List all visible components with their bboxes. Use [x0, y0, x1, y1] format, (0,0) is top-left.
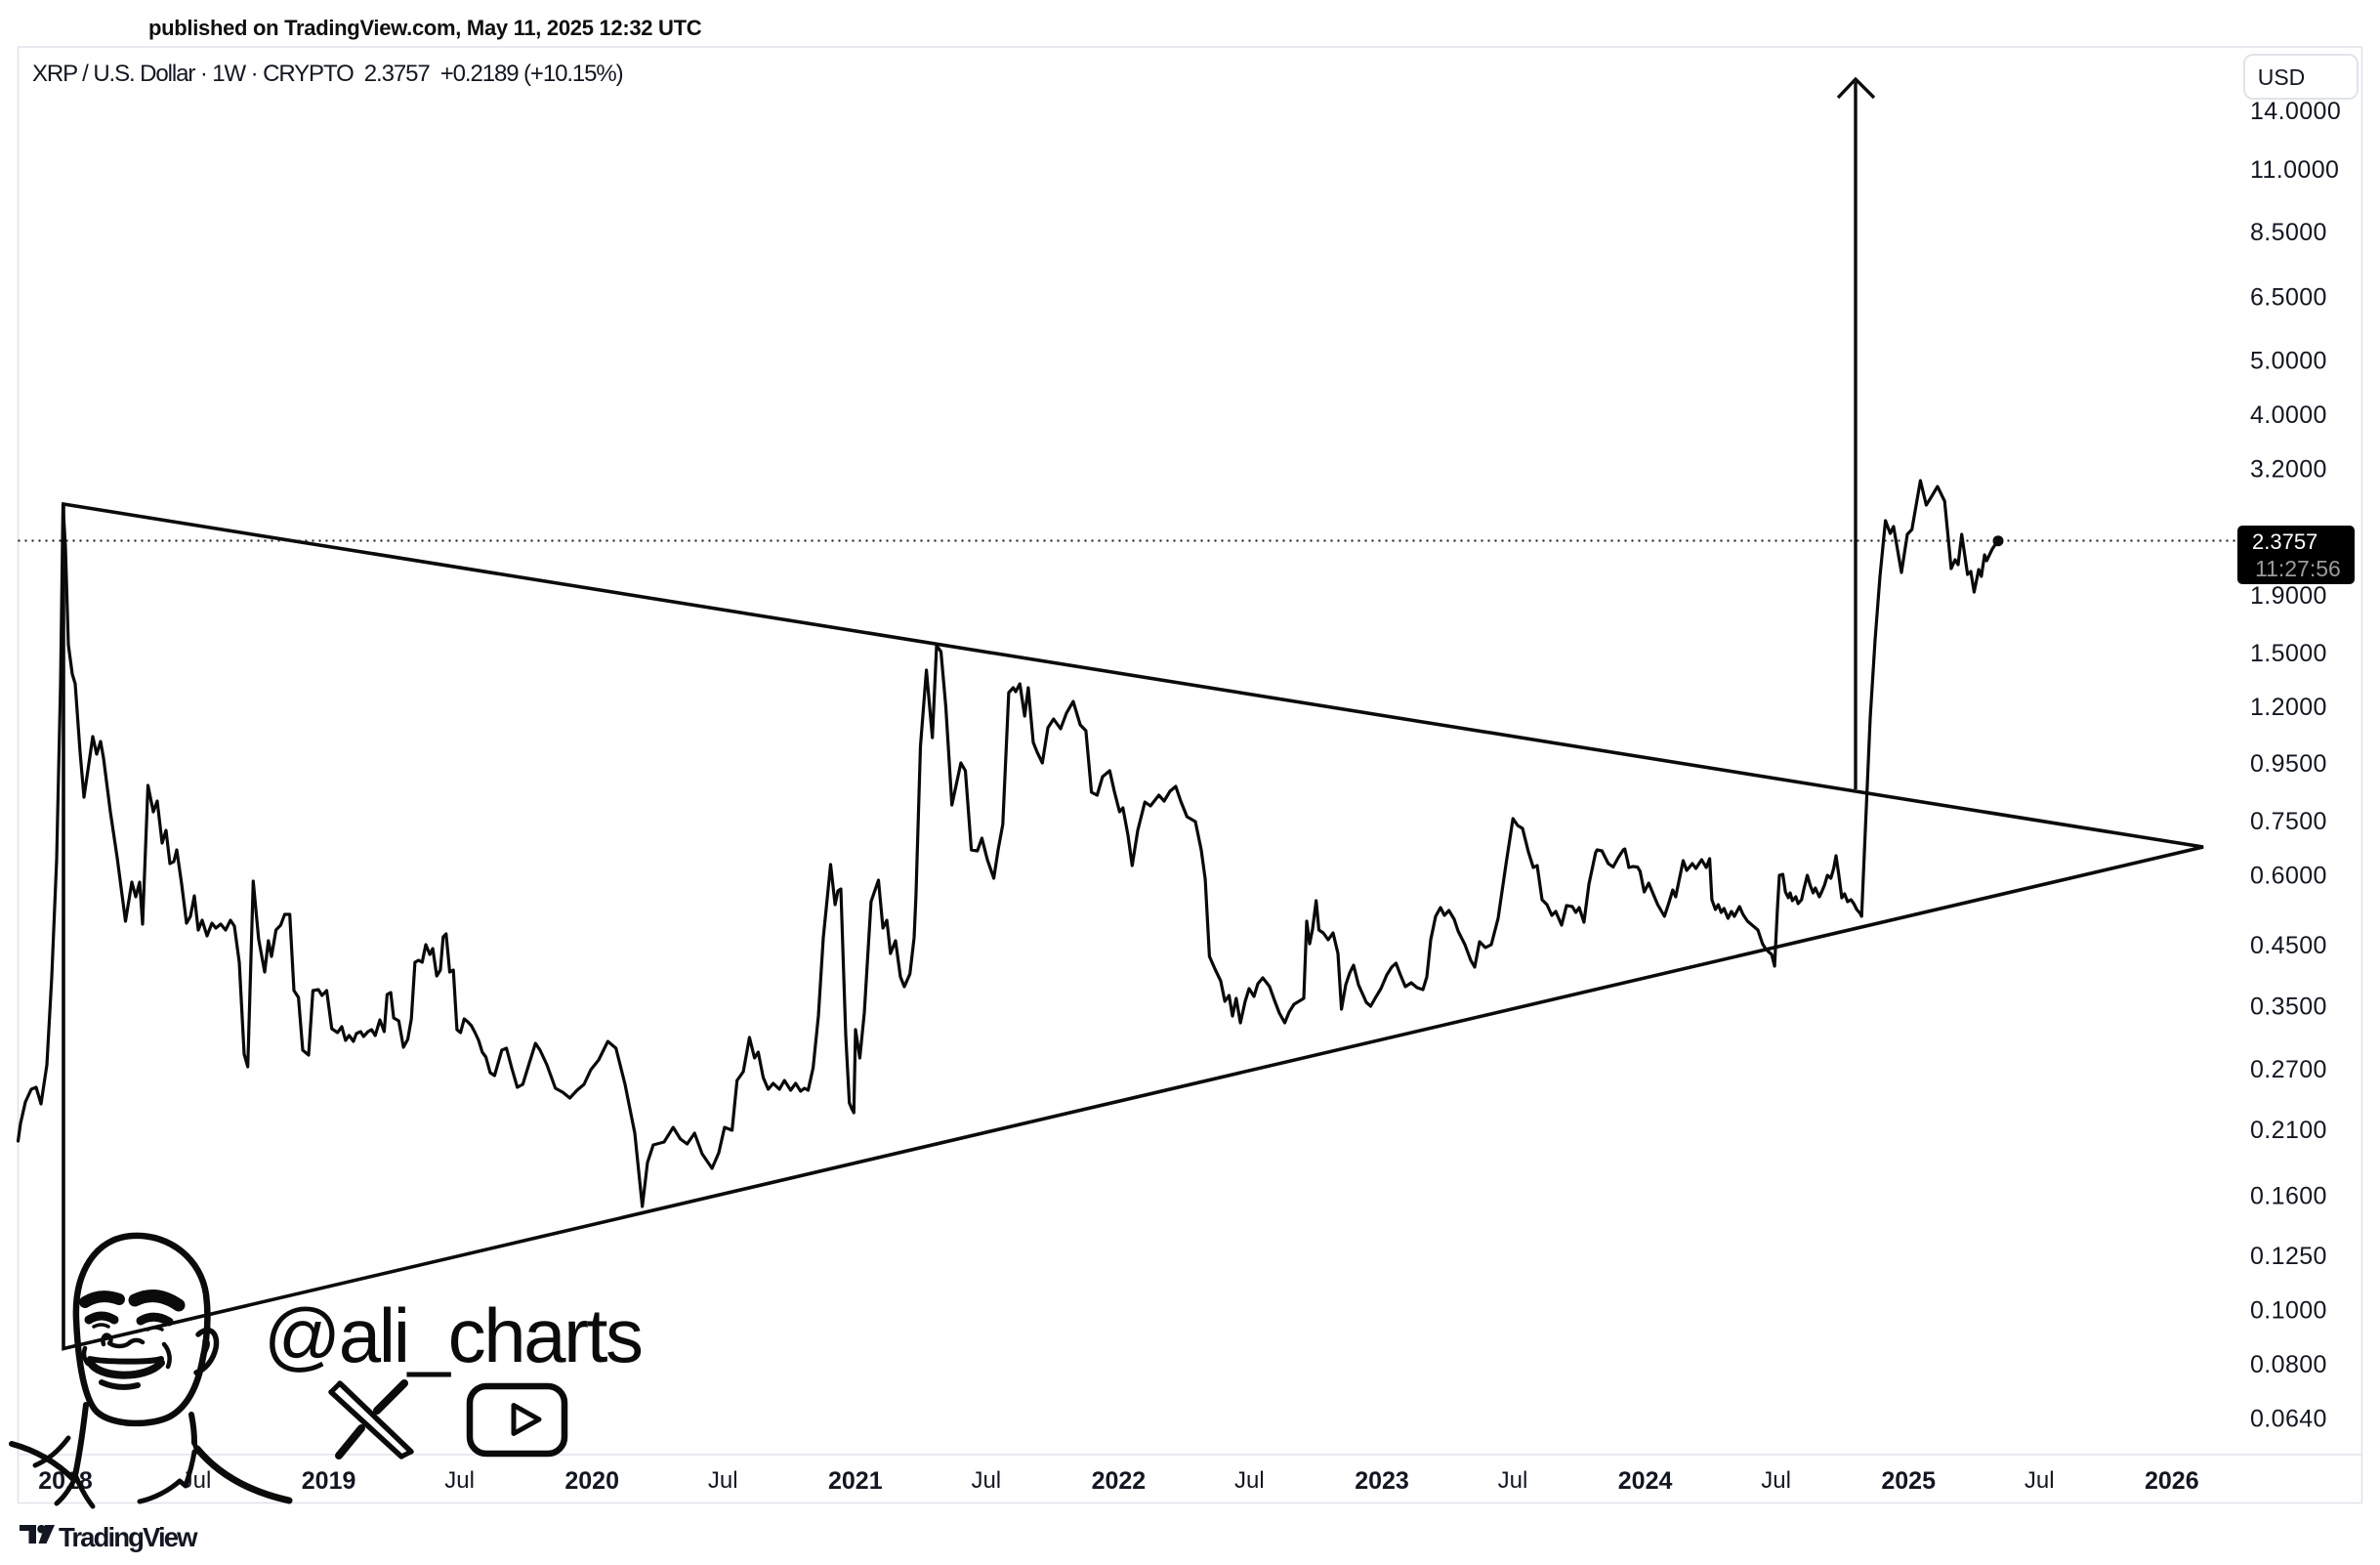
svg-text:2019: 2019	[302, 1467, 356, 1495]
svg-text:1.2000: 1.2000	[2250, 694, 2327, 721]
svg-text:2023: 2023	[1355, 1467, 1409, 1495]
svg-text:2026: 2026	[2145, 1467, 2199, 1495]
svg-text:published on TradingView.com,: published on TradingView.com, May 11, 20…	[148, 16, 702, 40]
svg-text:0.2100: 0.2100	[2250, 1117, 2327, 1144]
svg-text:0.6000: 0.6000	[2250, 862, 2327, 889]
svg-text:Jul: Jul	[1761, 1467, 1791, 1494]
svg-text:2025: 2025	[1881, 1467, 1936, 1495]
svg-text:0.7500: 0.7500	[2250, 808, 2327, 835]
svg-text:0.2700: 0.2700	[2250, 1056, 2327, 1083]
svg-text:5.0000: 5.0000	[2250, 348, 2327, 375]
svg-text:Jul: Jul	[1498, 1467, 1528, 1494]
svg-text:Jul: Jul	[708, 1467, 738, 1494]
svg-text:USD: USD	[2258, 64, 2306, 90]
svg-text:0.1250: 0.1250	[2250, 1243, 2327, 1270]
svg-text:0.4500: 0.4500	[2250, 932, 2327, 959]
svg-text:2024: 2024	[1618, 1467, 1673, 1495]
svg-text:11.0000: 11.0000	[2250, 156, 2339, 184]
svg-text:11:27:56: 11:27:56	[2255, 556, 2341, 581]
svg-text:6.5000: 6.5000	[2250, 284, 2327, 312]
svg-text:0.0640: 0.0640	[2250, 1405, 2327, 1432]
svg-text:Jul: Jul	[971, 1467, 1001, 1494]
svg-text:8.5000: 8.5000	[2250, 219, 2327, 246]
svg-text:XRP / U.S. Dollar · 1W · CRYPT: XRP / U.S. Dollar · 1W · CRYPTO 2.3757 +…	[32, 61, 623, 87]
svg-text:0.0800: 0.0800	[2250, 1351, 2327, 1378]
svg-text:@ali_charts: @ali_charts	[264, 1292, 642, 1378]
svg-text:2020: 2020	[564, 1467, 619, 1495]
svg-text:0.3500: 0.3500	[2250, 993, 2327, 1020]
svg-text:2.3757: 2.3757	[2252, 529, 2317, 554]
svg-text:2021: 2021	[828, 1467, 883, 1495]
svg-text:14.0000: 14.0000	[2250, 98, 2341, 125]
svg-text:TradingView: TradingView	[59, 1522, 198, 1552]
svg-text:2022: 2022	[1092, 1467, 1147, 1495]
svg-text:0.1000: 0.1000	[2250, 1297, 2327, 1325]
svg-text:Jul: Jul	[2025, 1467, 2055, 1494]
svg-text:1.9000: 1.9000	[2250, 582, 2327, 610]
svg-text:Jul: Jul	[1234, 1467, 1265, 1494]
svg-text:1.5000: 1.5000	[2250, 640, 2327, 667]
svg-text:Jul: Jul	[444, 1467, 475, 1494]
svg-text:4.0000: 4.0000	[2250, 402, 2327, 429]
svg-text:0.1600: 0.1600	[2250, 1183, 2327, 1210]
svg-text:3.2000: 3.2000	[2250, 456, 2327, 484]
svg-text:0.9500: 0.9500	[2250, 750, 2327, 778]
